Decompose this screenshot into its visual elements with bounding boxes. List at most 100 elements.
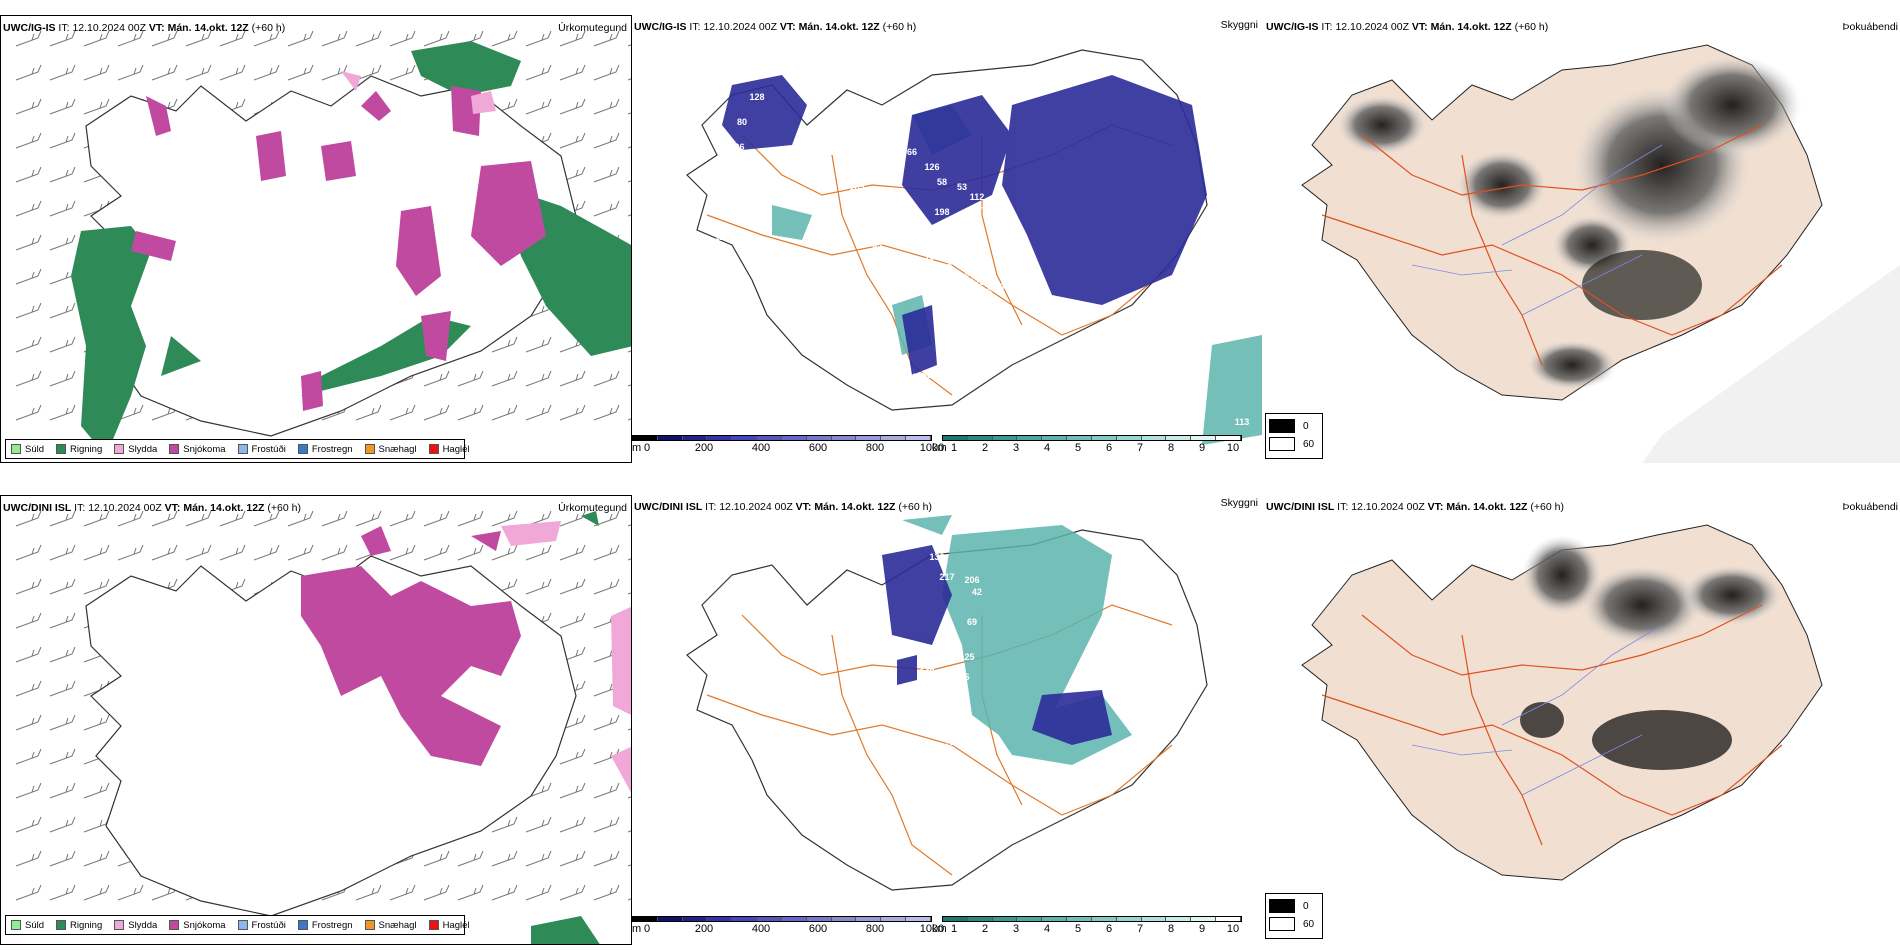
wind-barb [15,544,42,561]
legend-label: Snæhagl [378,443,417,455]
colorbar-tick-label: 4 [1043,442,1051,454]
colorbar-segment [992,917,1018,921]
wind-barb [83,714,110,731]
wind-barb [15,578,42,595]
valid-time: Mán. 14.okt. 12Z [1446,501,1528,513]
wind-barb [593,544,620,561]
precip-legend: Súld Rigning Slydda Snjókoma Frostúði Frostre… [5,915,470,935]
legend-item: Snjókoma [169,444,226,455]
colorbar-segment [1191,917,1217,921]
legend-item: Súld [11,920,44,931]
wind-barb [49,64,76,81]
cloud-base-value-label: 125 [959,652,974,662]
colorbar-segment [856,436,882,440]
wind-barb [49,132,76,149]
panel-header: UWC/IG-IS IT: 12.10.2024 00Z VT: Mán. 14… [3,22,285,34]
wind-barb [525,64,552,81]
fog-key-swatch [1269,899,1295,913]
colorbar-tick-label: 200 [694,923,714,935]
cloud-base-value-label: 357 [954,272,969,282]
colorbar-segment [732,917,758,921]
wind-barb [49,336,76,353]
wind-barb [491,370,518,387]
colorbar-segment [906,917,931,921]
valid-label: VT: [148,22,165,34]
cloud-base-value-label: 141 [934,742,949,752]
wind-barb [83,816,110,833]
wind-barb [49,510,76,527]
wind-barb [525,404,552,421]
legend-swatch [56,444,67,454]
model-name: UWC/DINI ISL [1266,501,1335,513]
colorbar-segment [831,436,857,440]
rain-areas [531,511,600,944]
cloud-base-value-label: 103 [824,602,839,612]
visibility-colorbar: 1 2 3 4 5 6 7 8 9 10 km [932,435,1242,456]
wind-barb [49,680,76,697]
sleet-areas [341,71,496,114]
cloud-base-value-label: 55 [982,287,992,297]
legend-item: Frostúði [237,919,286,931]
wind-barb [423,370,450,387]
wind-barb [151,30,178,47]
fog-index-map-bottom [1262,495,1900,945]
cloud-base-value-label: 126 [924,162,939,172]
wind-barb [15,748,42,765]
colorbar-segment [633,917,658,921]
fog-key-swatch [1269,419,1295,433]
cloud-base-value-label: 136 [929,552,944,562]
colorbar-tick-label: 600 [808,442,828,454]
panel-title: Þokuábendi [1842,501,1898,513]
wind-barb [83,64,110,81]
panel-header: UWC/DINI ISL IT: 12.10.2024 00Z VT: Mán.… [634,501,932,513]
cloud-base-value-label: 91 [992,232,1002,242]
legend-swatch [11,444,21,454]
cloud-base-unit: m [632,923,642,935]
wind-barb [49,646,76,663]
visibility-unit: km [932,923,947,935]
low-cloud-base-areas [882,545,1112,745]
cloud-base-value-label: 125 [839,125,854,135]
legend-item: Súld [11,444,44,455]
cloud-base-value-label: 179 [954,305,969,315]
colorbar-segment [781,917,807,921]
legend-label: Frostúði [251,919,286,931]
colorbar-segment [806,436,832,440]
wind-barb [49,578,76,595]
cloud-base-value-label: 19 [887,672,897,682]
colorbar-segment [1141,917,1167,921]
colorbar-segment [707,436,733,440]
lead-time: (+60 h) [1530,501,1564,513]
wind-barb [253,510,280,527]
fog-key-swatch [1269,917,1295,931]
wind-barb [491,544,518,561]
wind-barb [593,884,620,901]
model-name: UWC/DINI ISL [3,502,72,514]
wind-barb [491,884,518,901]
panel-title: Þokuábendi [1842,21,1898,33]
wind-barb [83,782,110,799]
valid-label: VT: [795,501,812,513]
colorbar-tick-label: 1 [950,442,958,454]
wind-barb [491,850,518,867]
legend-label: Frostregn [311,443,353,455]
wind-barb [117,404,144,421]
wind-barb [49,98,76,115]
colorbar-tick-label: 6 [1105,442,1113,454]
wind-barb [49,302,76,319]
cloud-base-value-label: 62 [932,657,942,667]
cloud-base-value-label: 148 [919,667,934,677]
wind-barb [593,782,620,799]
cloud-base-value-label: 143 [904,687,919,697]
colorbar-tick-label: 9 [1198,923,1206,935]
colorbar-segment [657,917,683,921]
precip-type-panel-bottom: UWC/DINI ISL IT: 12.10.2024 00Z VT: Mán.… [0,495,632,945]
colorbar-segment [1116,436,1142,440]
cloud-base-value-label: 124 [892,190,907,200]
cloud-base-value-label: 108 [939,320,954,330]
road-network [1321,124,1783,366]
cloud-base-value-label: 51 [987,212,997,222]
cloud-base-value-label: 232 [954,237,969,247]
visibility-colorbar-swatches [942,435,1242,441]
